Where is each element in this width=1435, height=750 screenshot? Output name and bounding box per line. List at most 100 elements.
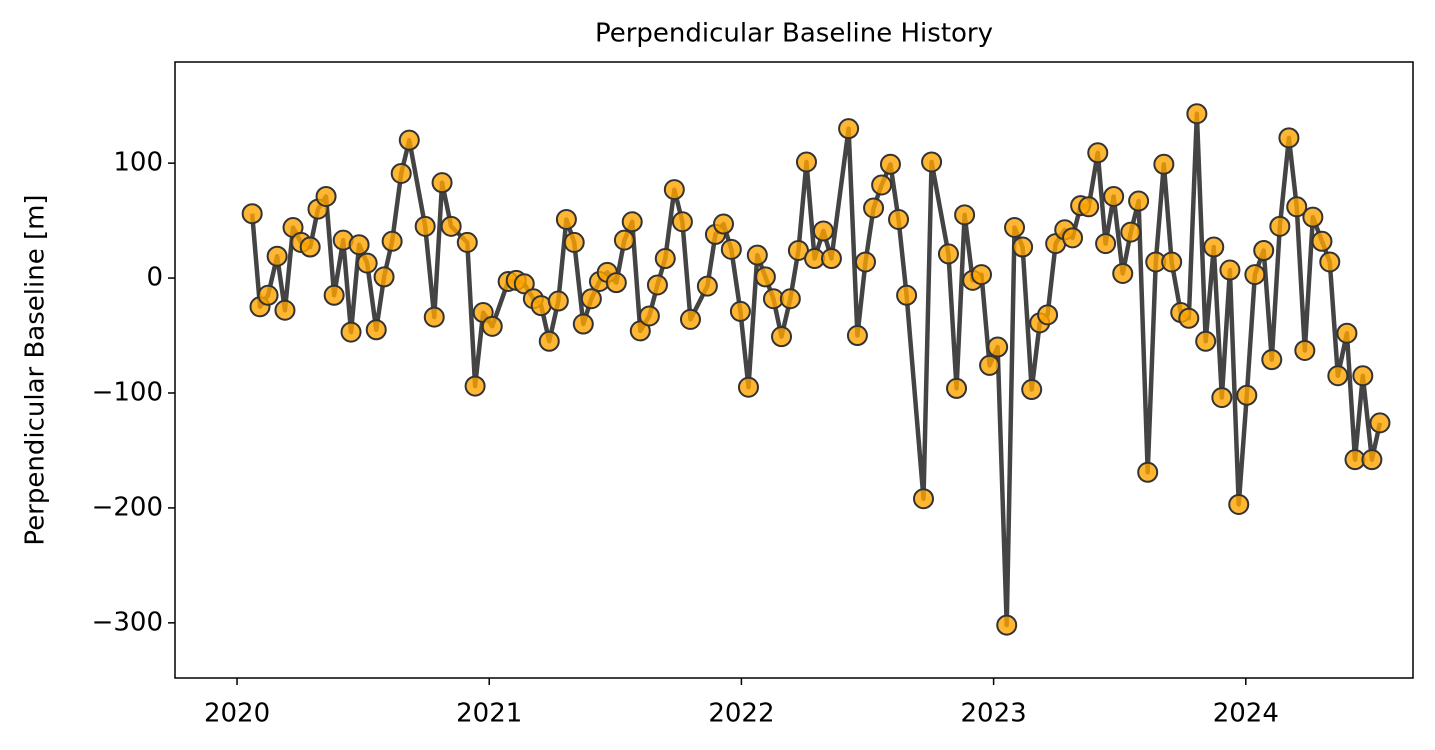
point	[1037, 304, 1059, 326]
point	[547, 290, 569, 312]
point	[513, 273, 535, 295]
point	[1203, 236, 1225, 258]
point	[654, 248, 676, 270]
point	[713, 213, 735, 235]
point	[1311, 230, 1333, 252]
point	[299, 236, 321, 258]
point	[629, 320, 651, 342]
point	[340, 321, 362, 343]
point	[1327, 365, 1349, 387]
point	[398, 129, 420, 151]
point	[696, 275, 718, 297]
point	[1228, 493, 1250, 515]
point	[888, 208, 910, 230]
point	[381, 230, 403, 252]
point	[971, 264, 993, 286]
x-tick-label: 2020	[204, 699, 270, 729]
point	[946, 377, 968, 399]
point	[1120, 221, 1142, 243]
point	[456, 231, 478, 253]
point	[414, 215, 436, 237]
point	[1137, 461, 1159, 483]
point	[771, 326, 793, 348]
point	[912, 488, 934, 510]
point	[1278, 127, 1300, 149]
point	[1361, 449, 1383, 471]
point	[795, 151, 817, 173]
y-tick-label: 0	[146, 263, 163, 293]
point	[954, 204, 976, 226]
point	[1012, 236, 1034, 258]
point	[1004, 216, 1026, 238]
point	[423, 306, 445, 328]
x-tick-label: 2023	[961, 699, 1027, 729]
point	[1078, 196, 1100, 218]
point	[820, 248, 842, 270]
point	[987, 336, 1009, 358]
point	[1195, 330, 1217, 352]
chart-title: Perpendicular Baseline History	[595, 19, 993, 49]
point	[1369, 412, 1391, 434]
point	[266, 245, 288, 267]
point	[1294, 339, 1316, 361]
point	[663, 179, 685, 201]
point	[879, 153, 901, 175]
point	[1302, 206, 1324, 228]
point	[390, 162, 412, 184]
y-tick-label: −200	[92, 492, 163, 522]
point	[1336, 322, 1358, 344]
point	[1112, 262, 1134, 284]
point	[1319, 251, 1341, 273]
point	[356, 252, 378, 274]
point	[679, 308, 701, 330]
point	[1161, 251, 1183, 273]
point	[846, 325, 868, 347]
x-tick-label: 2024	[1213, 699, 1279, 729]
point	[621, 211, 643, 233]
y-tick-label: −100	[92, 377, 163, 407]
point	[348, 234, 370, 256]
point	[671, 211, 693, 233]
x-tick-label: 2021	[456, 699, 522, 729]
point	[1128, 190, 1150, 212]
y-tick-label: −300	[92, 607, 163, 637]
point	[274, 299, 296, 321]
point	[996, 614, 1018, 636]
point	[646, 274, 668, 296]
point	[1087, 142, 1109, 164]
point	[464, 375, 486, 397]
point	[871, 174, 893, 196]
y-axis-label: Perpendicular Baseline [m]	[21, 194, 51, 545]
point	[241, 203, 263, 225]
point	[1211, 387, 1233, 409]
point	[1352, 365, 1374, 387]
point	[979, 354, 1001, 376]
point	[563, 231, 585, 253]
point	[323, 284, 345, 306]
point	[1261, 349, 1283, 371]
point	[613, 229, 635, 251]
point	[530, 295, 552, 317]
series-line	[249, 111, 1383, 628]
point	[737, 376, 759, 398]
point	[720, 238, 742, 260]
point	[937, 243, 959, 265]
y-tick-label: 100	[113, 148, 163, 178]
point	[365, 319, 387, 341]
point	[431, 172, 453, 194]
point	[257, 284, 279, 306]
point	[315, 185, 337, 207]
point	[638, 305, 660, 327]
point	[1178, 307, 1200, 329]
point	[1103, 185, 1125, 207]
plot-frame	[174, 61, 1414, 679]
point	[1186, 103, 1208, 125]
point	[838, 118, 860, 140]
point	[921, 151, 943, 173]
point	[896, 284, 918, 306]
point	[1236, 384, 1258, 406]
point	[440, 215, 462, 237]
point	[1153, 153, 1175, 175]
point	[572, 313, 594, 335]
